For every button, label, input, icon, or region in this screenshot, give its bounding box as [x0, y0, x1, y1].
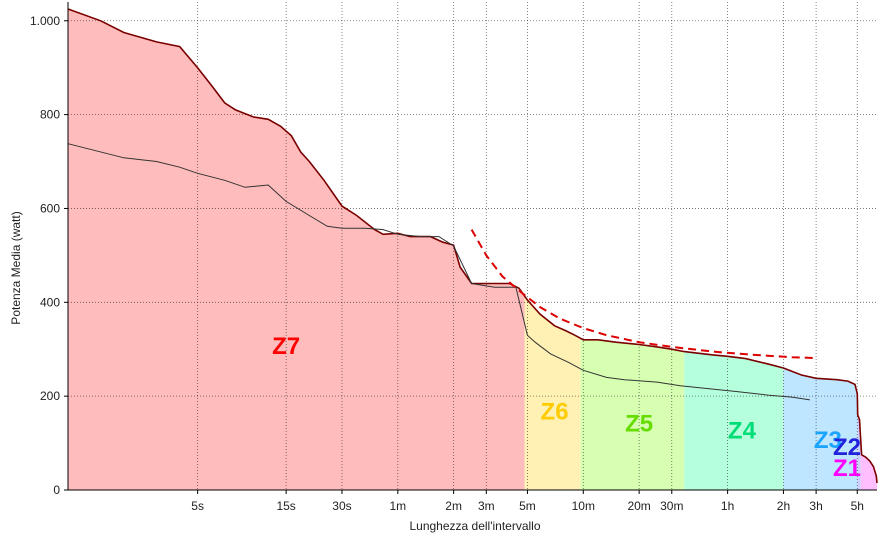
zone-label-z7: Z7 [272, 333, 300, 360]
y-tick-label: 1.000 [30, 14, 60, 28]
zone-band-z7 [68, 9, 525, 490]
x-tick-label: 30s [332, 499, 351, 513]
x-tick-label: 15s [276, 499, 295, 513]
tick-labels: 5s 15s 30s 1m 2m 3m 5m 10m 20m 30m 1h 2h 3h 5h 0 200 400… [30, 14, 864, 513]
x-tick-label: 1h [721, 499, 734, 513]
zone-bands [68, 9, 877, 490]
series-critical-power-model [470, 229, 817, 360]
zone-band-z1 [860, 440, 877, 490]
y-tick-label: 0 [53, 483, 60, 497]
y-tick-label: 400 [40, 295, 60, 309]
axes [67, 2, 877, 491]
y-tick-label: 200 [40, 389, 60, 403]
x-tick-label: 5s [191, 499, 204, 513]
zone-band-z5 [580, 338, 685, 490]
zone-label-z2: Z2 [833, 434, 861, 461]
x-tick-label: 2m [445, 499, 462, 513]
zone-label-z1: Z1 [833, 455, 861, 482]
zone-label-z4: Z4 [728, 417, 757, 444]
x-tick-label: 2h [777, 499, 790, 513]
y-tick-label: 800 [40, 108, 60, 122]
y-tick-label: 600 [40, 201, 60, 215]
y-axis-title: Potenza Media (watt) [9, 211, 23, 324]
x-tick-label: 30m [660, 499, 683, 513]
zone-band-z4 [684, 351, 784, 490]
zone-label-z6: Z6 [541, 399, 569, 426]
zone-label-z5: Z5 [625, 410, 653, 437]
series-lines [67, 8, 878, 484]
x-tick-label: 5h [851, 499, 864, 513]
x-axis-title: Lunghezza dell'intervallo [409, 519, 540, 533]
series-secondary-curve [67, 143, 810, 401]
x-tick-label: 3m [478, 499, 495, 513]
x-tick-label: 5m [519, 499, 536, 513]
x-tick-label: 20m [627, 499, 650, 513]
zone-band-z6 [524, 296, 581, 490]
x-tick-label: 3h [809, 499, 822, 513]
zone-label-z3: Z3 [814, 427, 842, 454]
x-tick-label: 1m [389, 499, 406, 513]
gridlines [68, 2, 877, 491]
x-tick-label: 10m [572, 499, 595, 513]
